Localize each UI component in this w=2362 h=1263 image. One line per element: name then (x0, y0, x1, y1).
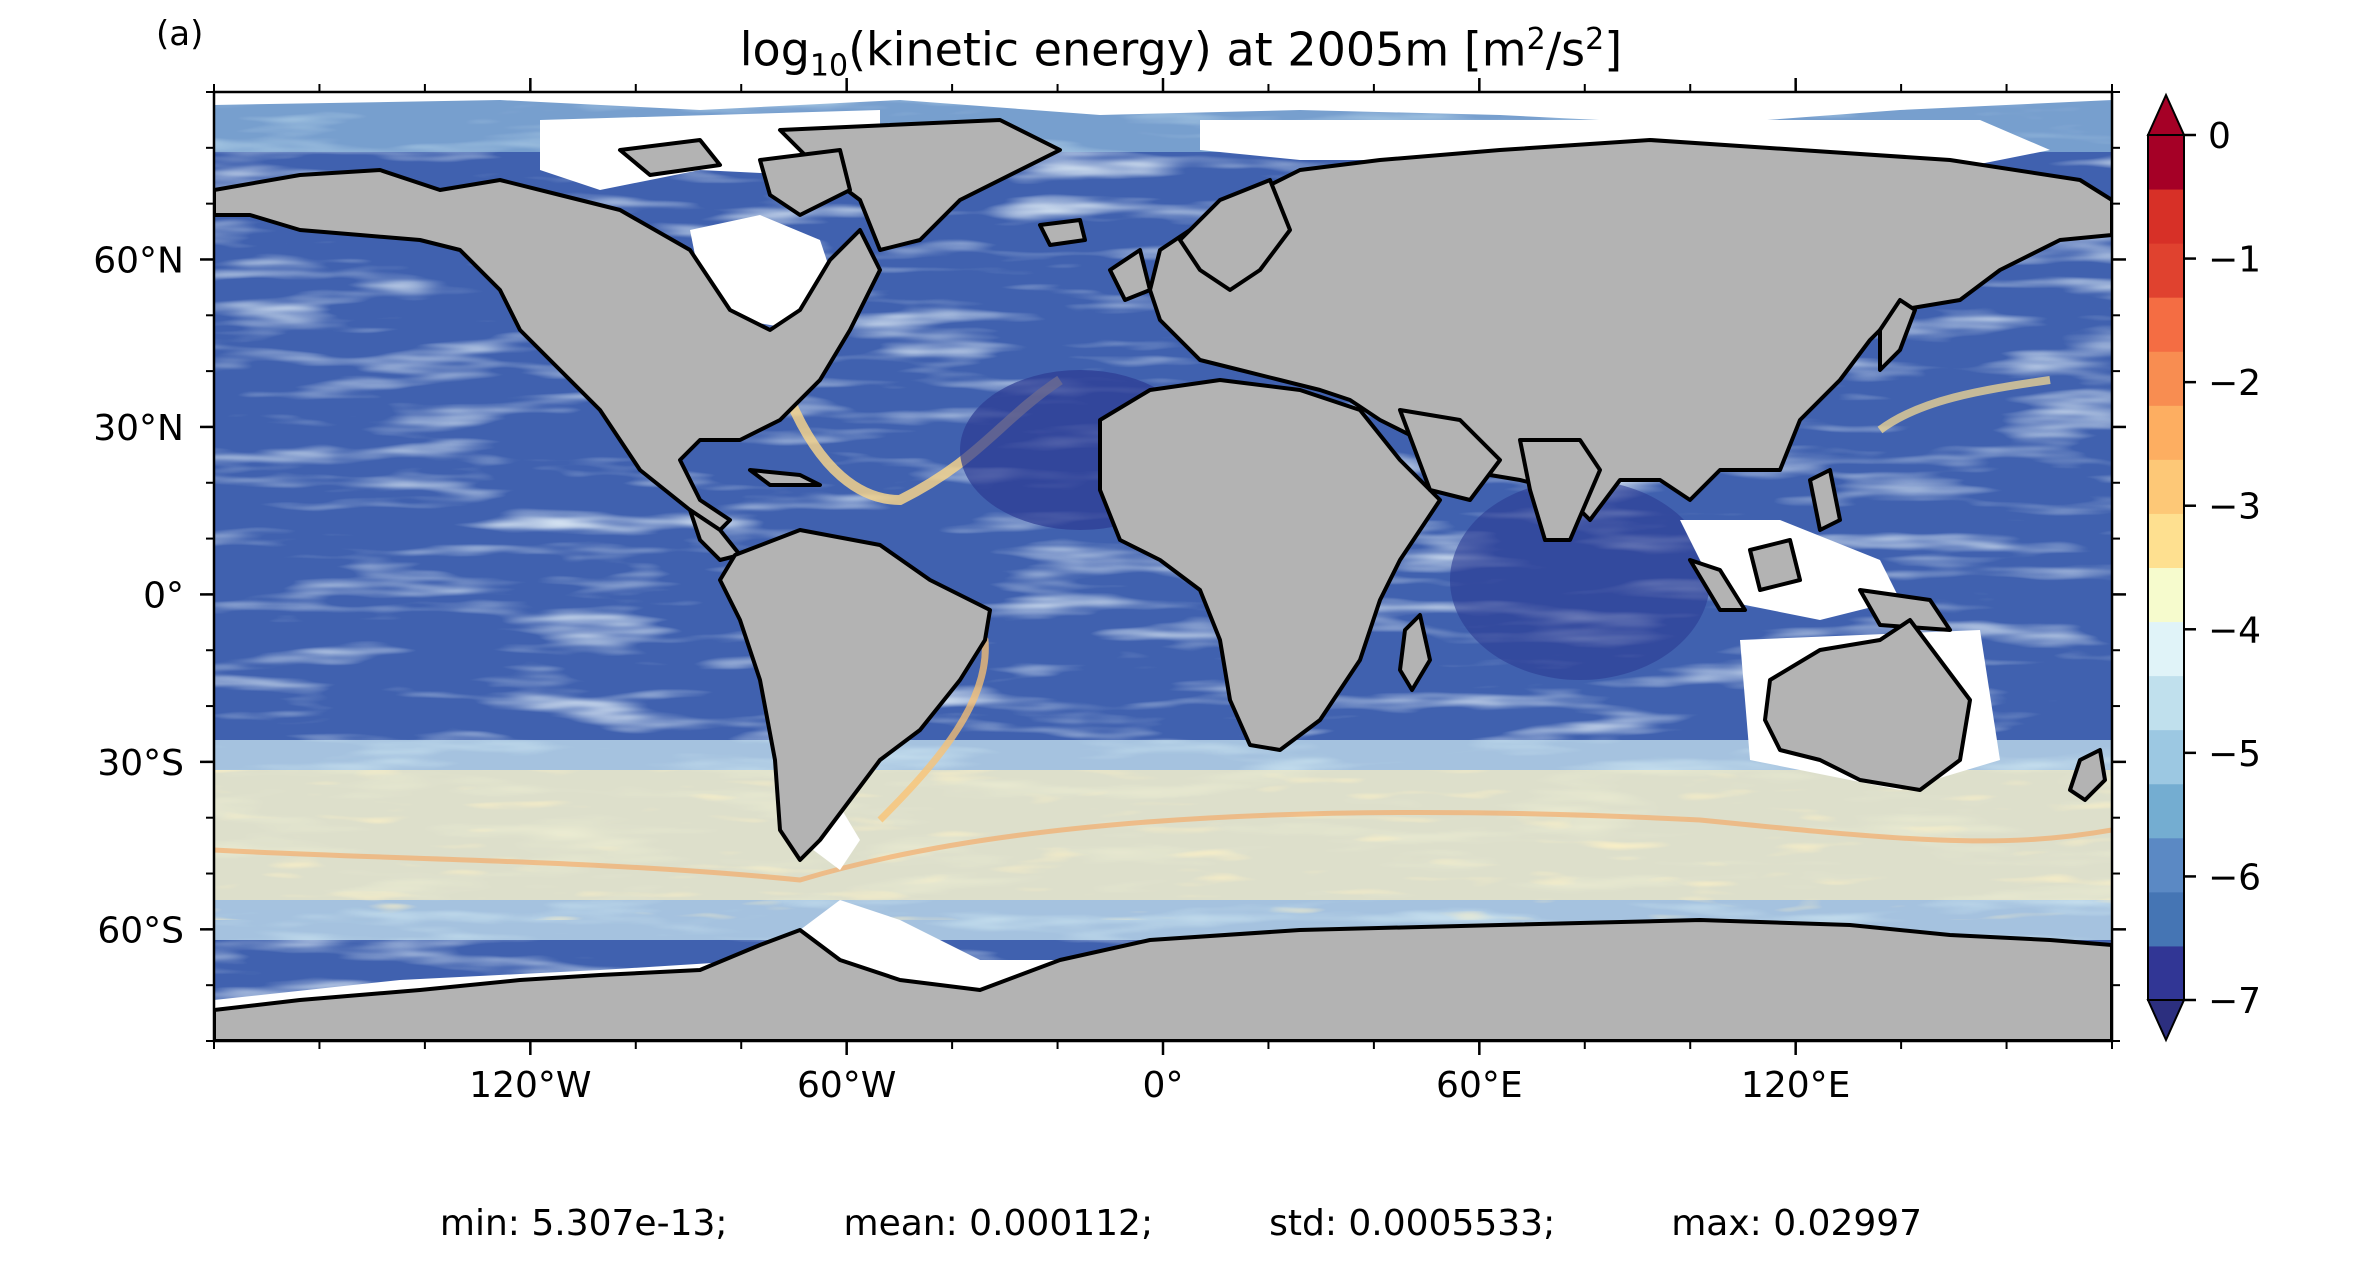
colorbar-segment (2148, 513, 2184, 568)
colorbar-tick-label: −4 (2208, 610, 2261, 651)
eurasia (1148, 138, 2112, 522)
australia (1763, 618, 1972, 792)
colorbar-segment (2148, 459, 2184, 514)
no-data-arctic (214, 92, 2112, 125)
baffin-island (758, 148, 852, 217)
title-prefix: log (739, 22, 810, 77)
north-america (214, 168, 882, 532)
india (1518, 438, 1602, 542)
colorbar-tick-label: −1 (2208, 240, 2261, 281)
stat-std: std: 0.0005533; (1269, 1203, 1556, 1244)
new-guinea (1858, 588, 1952, 632)
title-mid: (kinetic energy) at 2005m [m (848, 22, 1527, 77)
colorbar-tick-label: −2 (2208, 363, 2261, 404)
colorbar: 0 −1 −2 −3 −4 −5 −6 −7 (2146, 92, 2261, 1043)
indian-deep-blob (1450, 480, 1710, 680)
philippines (1808, 468, 1842, 532)
colorbar-tick-label: 0 (2208, 116, 2231, 157)
madagascar (1398, 613, 1432, 692)
stats-line: min: 5.307e-13; mean: 0.000112; std: 0.000… (0, 1203, 2362, 1244)
arabia (1398, 408, 1502, 502)
colorbar-segment (2148, 351, 2184, 406)
acc-band-noise (214, 770, 2112, 920)
title-suffix: ] (1604, 22, 1623, 77)
kuroshio-highlight (1877, 376, 2051, 434)
africa (1098, 378, 1442, 752)
colorbar-segment (2148, 891, 2184, 947)
stat-min: min: 5.307e-13; (439, 1203, 728, 1244)
x-tick-label: 120°W (469, 1065, 591, 1106)
colorbar-segment (2148, 621, 2184, 677)
title-superscript-2: 2 (1585, 22, 1605, 57)
x-axis: 120°W 60°W 0° 60°E 120°E (213, 78, 2113, 1106)
colorbar-tick-label: −7 (2208, 981, 2261, 1022)
title-mid2: /s (1545, 22, 1586, 77)
y-tick-label: 30°S (97, 743, 184, 784)
colorbar-tick-label: −5 (2208, 734, 2261, 775)
colorbar-segment (2148, 135, 2184, 190)
cuba (748, 468, 822, 487)
colorbar-segment (2148, 837, 2184, 893)
sumatra (1688, 558, 1747, 612)
colorbar-segment (2148, 243, 2184, 298)
x-tick-label: 60°E (1436, 1065, 1523, 1106)
colorbar-frame (2147, 134, 2185, 1001)
x-tick-label: 120°E (1741, 1065, 1850, 1106)
stat-max: max: 0.02997 (1671, 1203, 1923, 1244)
borneo (1748, 538, 1802, 592)
x-tick-label: 60°W (797, 1065, 896, 1106)
colorbar-tick-label: −6 (2208, 857, 2261, 898)
colorbar-segment (2148, 405, 2184, 460)
colorbar-segment (2148, 567, 2184, 623)
map-area (214, 92, 2112, 1041)
japan (1878, 298, 1917, 372)
y-axis: 60°N 30°N 0° 30°S 60°S (93, 91, 2126, 1042)
stat-mean: mean: 0.000112; (843, 1203, 1154, 1244)
land-masses (214, 118, 2112, 1041)
y-tick-label: 30°N (93, 408, 184, 449)
colorbar-segment (2148, 675, 2184, 731)
no-data-hudson (690, 215, 840, 330)
central-america (688, 508, 742, 562)
colorbar-extend-under (2146, 999, 2186, 1043)
title-superscript-1: 2 (1526, 22, 1546, 57)
map-title: log10(kinetic energy) at 2005m [m2/s2] (0, 22, 2362, 84)
antarctica (214, 918, 2112, 1041)
colorbar-extend-over (2146, 92, 2186, 136)
panel-label: (a) (156, 14, 204, 54)
y-tick-label: 60°S (97, 910, 184, 951)
south-america (718, 528, 992, 862)
iceland (1038, 218, 1087, 247)
arctic-island-1 (618, 138, 722, 177)
british-isles (1108, 248, 1152, 302)
colorbar-segment (2148, 297, 2184, 352)
colorbar-tick-label: −3 (2208, 487, 2261, 528)
title-subscript: 10 (809, 48, 849, 84)
new-zealand (2068, 748, 2107, 802)
colorbar-segment (2148, 945, 2184, 1001)
acc-peak-streak (214, 810, 2112, 883)
colorbar-segment (2148, 189, 2184, 244)
scandinavia (1178, 178, 1292, 292)
colorbar-segment (2148, 783, 2184, 839)
x-tick-label: 0° (1143, 1065, 1184, 1106)
y-tick-label: 0° (143, 575, 184, 616)
y-tick-label: 60°N (93, 240, 184, 281)
colorbar-segment (2148, 729, 2184, 785)
